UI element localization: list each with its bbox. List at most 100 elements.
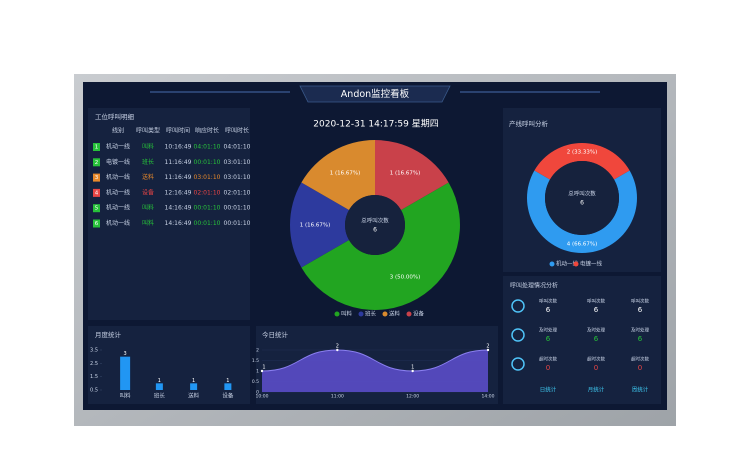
y-tick-label: 0.5: [252, 379, 259, 385]
slice-label: 1 (16.67%): [390, 171, 421, 177]
panel-title: 工位呼叫明细: [95, 112, 135, 121]
legend-label: 送料: [389, 310, 401, 318]
period-label: 月统计: [588, 386, 605, 394]
legend-swatch: [382, 311, 388, 317]
legend-swatch: [573, 261, 579, 267]
cell: 00:01:10: [224, 205, 251, 212]
cell: 04:01:10: [224, 144, 251, 151]
cell: 02:01:10: [194, 189, 221, 196]
y-tick-label: 1: [256, 369, 259, 375]
x-tick-label: 设备: [222, 392, 234, 400]
row-badge: [93, 188, 100, 197]
x-tick-label: 10:00: [256, 394, 269, 400]
stat-label: 超时次数: [631, 356, 649, 363]
bar-label: 1: [158, 378, 161, 384]
panel-title: 月度统计: [95, 330, 122, 339]
stat-value: 6: [546, 306, 551, 314]
point: [260, 369, 264, 373]
legend-swatch: [549, 261, 555, 267]
bar: [224, 383, 232, 390]
slice-label: 4 (66.67%): [567, 242, 598, 248]
line: [261, 349, 489, 372]
stat-label: 呼叫次数: [539, 298, 557, 305]
bar: [120, 356, 131, 390]
column-header: 响应时长: [195, 127, 219, 135]
stat-label: 及时处理: [539, 327, 557, 334]
row-badge: [93, 204, 100, 213]
stat-label: 呼叫次数: [587, 298, 605, 305]
cell: 叫料: [142, 219, 154, 227]
legend-label: 班长: [365, 310, 377, 318]
area: [262, 350, 488, 392]
x-tick-label: 叫料: [120, 392, 132, 400]
cell: 10:16:49: [165, 144, 192, 151]
stat-label: 呼叫次数: [631, 298, 649, 305]
center-total: 6: [580, 200, 584, 207]
point: [486, 348, 490, 352]
panel: [88, 108, 250, 320]
column-header: 呼叫时长: [225, 127, 249, 135]
point-label: 2: [486, 344, 489, 350]
stat-value: 6: [546, 335, 551, 343]
point: [336, 348, 339, 352]
row-icon: [511, 299, 525, 313]
title-bar: [299, 85, 451, 103]
row-index: 2: [95, 160, 99, 166]
legend-label: 叫料: [341, 310, 353, 318]
cell: 机动一线: [106, 143, 130, 151]
cell: 03:01:10: [224, 159, 251, 166]
y-tick-label: 2.5: [90, 361, 98, 367]
y-tick-label: 1.5: [90, 374, 98, 380]
stat-label: 及时处理: [587, 327, 605, 334]
slice-label: 2 (33.33%): [567, 150, 598, 156]
slice-label: 1 (16.67%): [300, 223, 331, 229]
cell: 设备: [142, 188, 154, 196]
cell: 叫料: [142, 204, 154, 212]
bar: [155, 383, 163, 390]
bar-label: 1: [192, 378, 195, 384]
bar: [190, 383, 198, 390]
cell: 14:16:49: [165, 220, 192, 227]
x-tick-label: 班长: [154, 392, 166, 400]
pie-slice: [375, 140, 449, 210]
pie-slice: [290, 182, 350, 268]
cell: 00:01:10: [194, 159, 221, 166]
stat-value: 6: [638, 306, 643, 314]
point: [411, 369, 414, 373]
panel-title: 呼叫处理情况分析: [510, 282, 558, 290]
cell: 机动一线: [106, 219, 130, 227]
row-badge: [93, 158, 100, 167]
slice-label: 3 (50.00%): [390, 274, 421, 280]
stat-label: 超时次数: [539, 356, 557, 363]
bar-label: 1: [226, 378, 229, 384]
cell: 机动一线: [106, 204, 130, 212]
cell: 00:01:10: [194, 205, 221, 212]
panel: [88, 326, 250, 404]
center-label: 总呼叫次数: [361, 217, 389, 225]
cell: 送料: [142, 173, 154, 181]
center-total: 6: [373, 227, 377, 234]
point-label: 1: [262, 365, 265, 371]
stat-value: 0: [594, 364, 598, 372]
stat-value: 6: [594, 335, 599, 343]
row-index: 6: [95, 221, 99, 227]
column-header: 呼叫时间: [166, 127, 190, 135]
column-header: 呼叫类型: [136, 127, 160, 135]
cell: 00:01:10: [194, 220, 221, 227]
cell: 14:16:49: [165, 205, 192, 212]
period-label: 周统计: [632, 386, 649, 394]
x-tick-label: 12:00: [406, 394, 419, 400]
cell: 00:01:10: [224, 220, 251, 227]
row-icon: [511, 357, 525, 371]
legend-swatch: [358, 311, 364, 317]
cell: 02:01:10: [224, 189, 251, 196]
page-title: Andon监控看板: [341, 88, 410, 100]
bar-label: 3: [124, 351, 127, 357]
cell: 03:01:10: [224, 174, 251, 181]
stat-value: 0: [638, 364, 642, 372]
cell: 03:01:10: [194, 174, 221, 181]
row-index: 1: [95, 145, 99, 151]
row-badge: [93, 219, 100, 228]
donut-hole: [545, 161, 619, 235]
period-label: 日统计: [540, 386, 557, 394]
